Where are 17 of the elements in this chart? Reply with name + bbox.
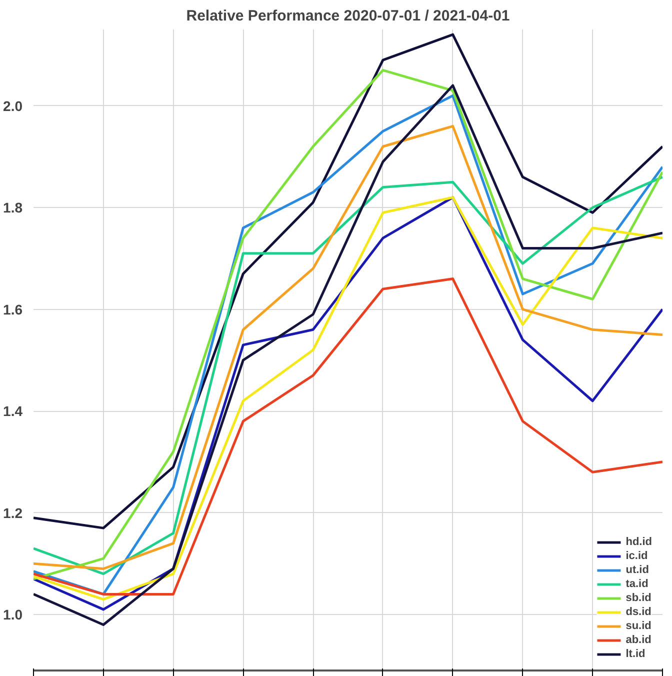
y-tick-label: 1.0 [3, 606, 23, 623]
legend-label: su.id [626, 620, 652, 632]
legend-label: sb.id [626, 592, 652, 604]
legend-label: ab.id [626, 634, 652, 646]
chart-title: Relative Performance 2020-07-01 / 2021-04-01 [186, 8, 510, 24]
y-tick-label: 2.0 [3, 98, 23, 114]
legend-label: ic.id [626, 550, 648, 562]
y-tick-label: 1.4 [3, 403, 23, 420]
y-tick-label: 1.6 [3, 301, 23, 318]
legend-label: ds.id [626, 606, 652, 618]
legend-label: ut.id [626, 564, 649, 576]
y-tick-label: 1.2 [3, 504, 23, 521]
legend-label: lt.id [626, 648, 646, 660]
line-series [34, 33, 662, 530]
legend-label: hd.id [626, 536, 652, 548]
y-tick-label: 1.8 [3, 200, 23, 216]
legend-label: ta.id [626, 578, 648, 590]
